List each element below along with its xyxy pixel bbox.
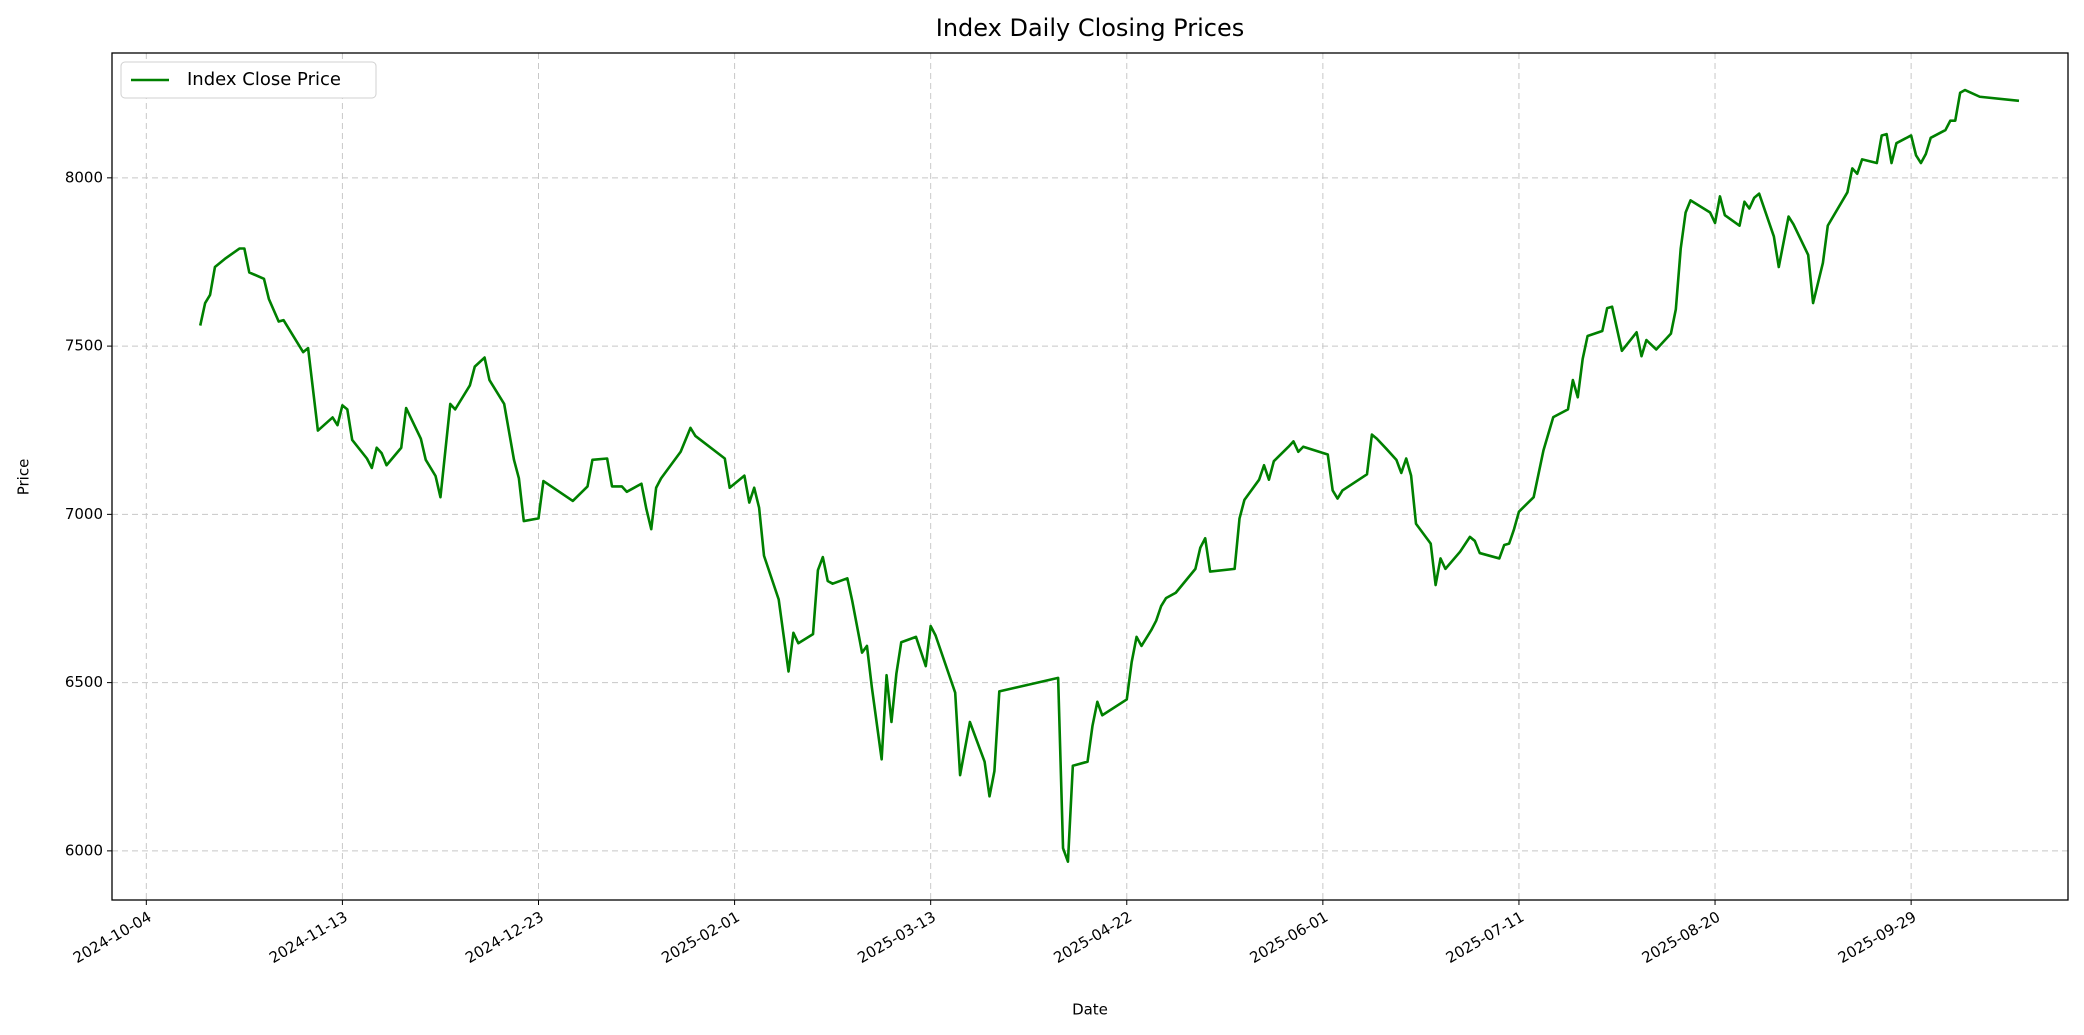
y-tick-label: 7500 <box>65 337 103 355</box>
chart-title: Index Daily Closing Prices <box>936 14 1244 42</box>
x-tick-label: 2025-08-20 <box>1639 908 1724 967</box>
x-tick-label: 2024-12-23 <box>462 908 547 967</box>
x-tick-label: 2024-11-13 <box>266 908 351 967</box>
x-tick-label: 2025-04-22 <box>1051 908 1136 967</box>
y-tick-label: 7000 <box>65 505 103 523</box>
y-tick-label: 6500 <box>65 673 103 691</box>
price-line <box>198 88 2020 863</box>
y-tick-label: 6000 <box>65 841 103 859</box>
legend-box <box>120 61 377 99</box>
y-axis-label: Price <box>15 459 33 496</box>
x-tick-label: 2025-07-11 <box>1443 908 1528 967</box>
x-tick-label: 2025-03-13 <box>854 908 939 967</box>
x-axis-label: Date <box>1072 1001 1108 1019</box>
x-tick-label: 2025-06-01 <box>1247 908 1332 967</box>
x-tick-label: 2025-02-01 <box>658 908 743 967</box>
x-tick-label: 2024-10-04 <box>70 908 155 967</box>
legend-label: Index Close Price <box>187 69 341 90</box>
y-tick-label: 8000 <box>65 168 103 186</box>
plot-frame <box>111 52 2069 901</box>
x-tick-label: 2025-09-29 <box>1835 908 1920 967</box>
